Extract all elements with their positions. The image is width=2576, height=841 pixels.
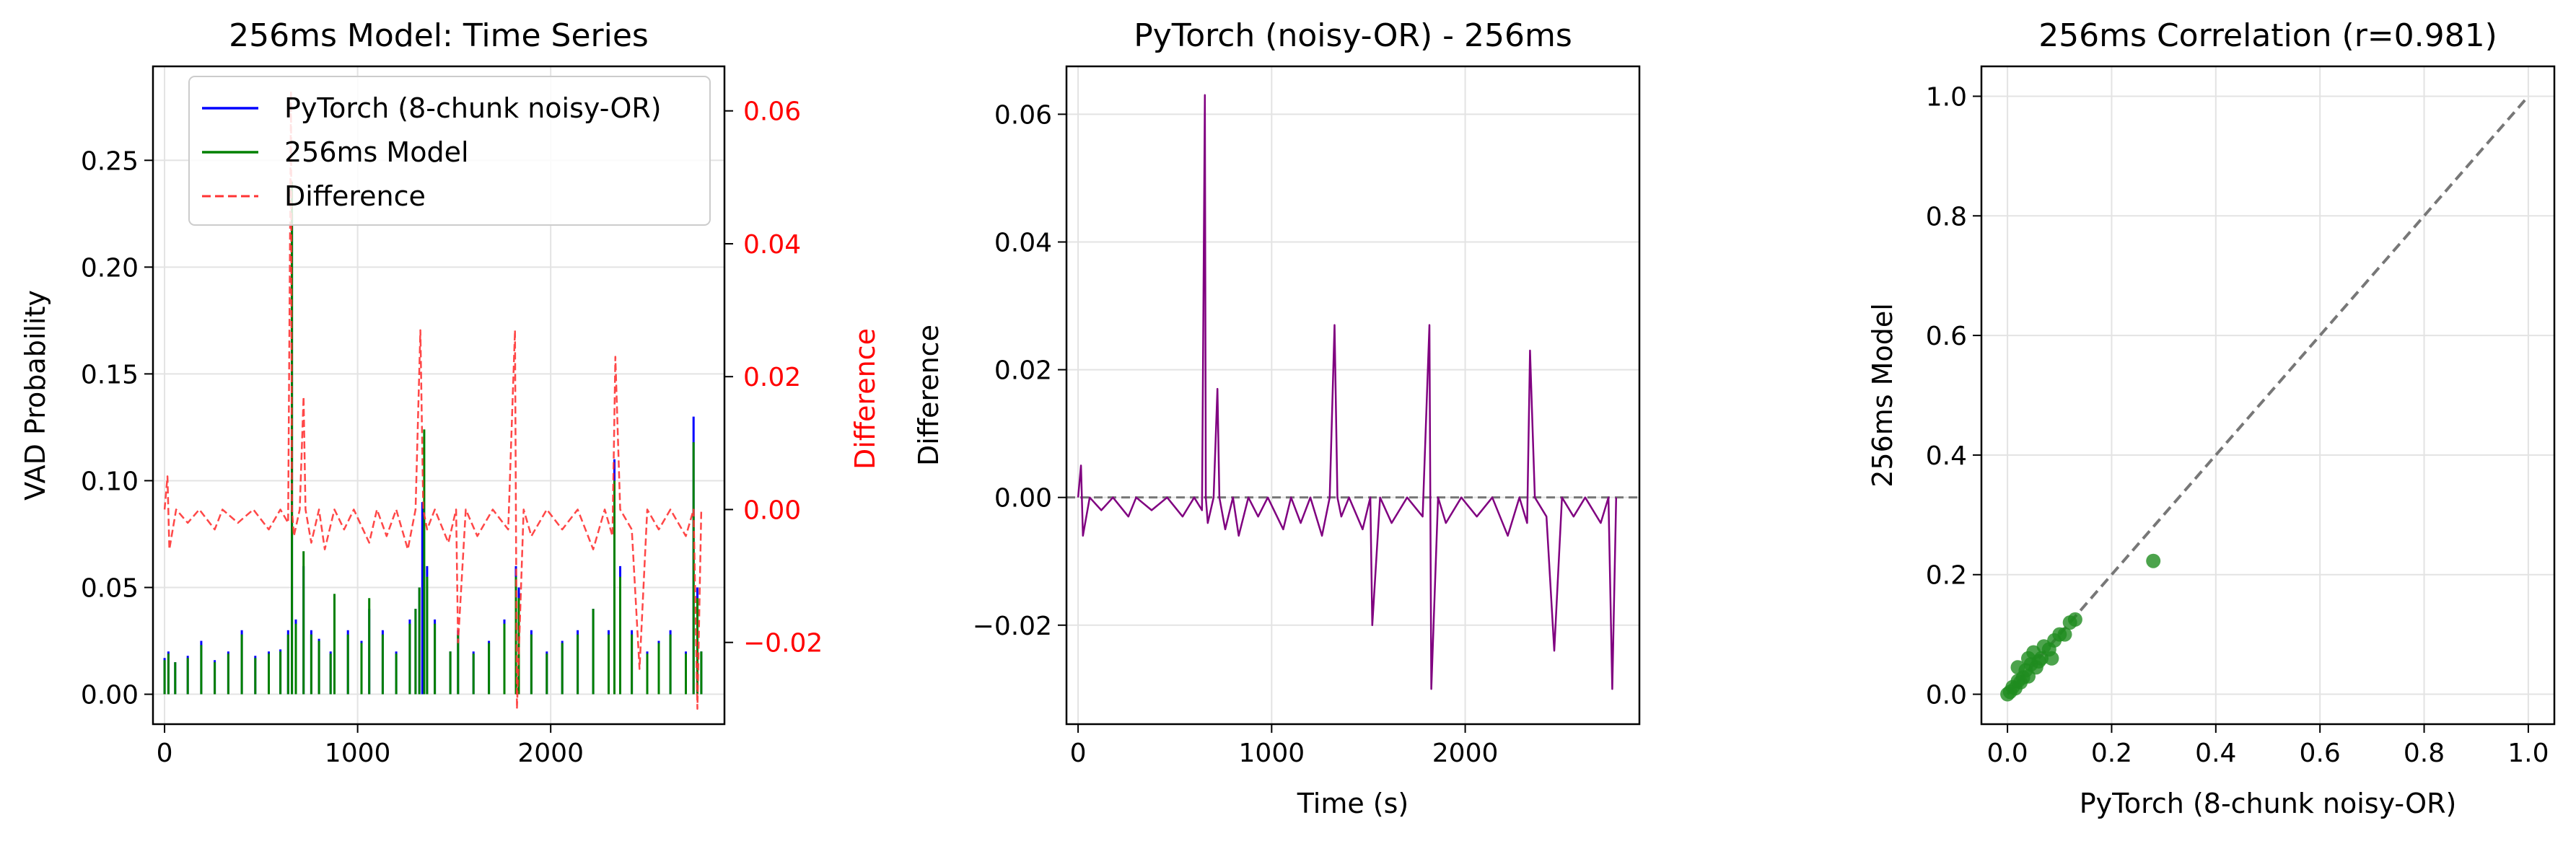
y-tick-label: 0.2 bbox=[1926, 561, 1967, 591]
y2-tick-label: 0.04 bbox=[743, 230, 801, 260]
x-tick-label: 2000 bbox=[1432, 739, 1499, 768]
scatter-point bbox=[2067, 612, 2082, 627]
legend-entry-pytorch: PyTorch (8-chunk noisy-OR) bbox=[284, 92, 662, 124]
p1-y-label: VAD Probability bbox=[19, 290, 51, 501]
p2-y-label: Difference bbox=[913, 325, 945, 466]
legend-entry-difference: Difference bbox=[284, 180, 426, 212]
p1-y-ticks: 0.00 0.05 0.10 0.15 0.20 0.25 bbox=[81, 146, 153, 710]
p3-series bbox=[2000, 95, 2530, 702]
x-tick-label: 1000 bbox=[325, 739, 391, 768]
y-tick-label: 0.00 bbox=[81, 681, 139, 710]
y-tick-label: 0.10 bbox=[81, 467, 139, 496]
y-tick-label: 0.06 bbox=[994, 100, 1052, 130]
p2-x-label: Time (s) bbox=[1297, 788, 1409, 819]
scatter-point bbox=[2010, 660, 2025, 675]
p3-frame bbox=[1980, 65, 2556, 726]
scatter-point bbox=[2021, 651, 2036, 666]
p2-series bbox=[1066, 94, 1639, 690]
y-tick-label: 0.4 bbox=[1926, 441, 1967, 471]
panel-1: 0 1000 2000 0.00 0.05 0.10 0.15 0.20 0.25 −0.02… bbox=[19, 17, 881, 768]
p3-title: 256ms Correlation (r=0.981) bbox=[2038, 17, 2497, 54]
p3-y-ticks: 0.0 0.2 0.4 0.6 0.8 1.0 bbox=[1926, 82, 1981, 710]
p1-frame bbox=[152, 65, 726, 726]
p3-grid bbox=[1981, 66, 2554, 724]
y-tick-label: 1.0 bbox=[1926, 82, 1967, 112]
y-tick-label: 0.00 bbox=[994, 484, 1052, 514]
panel-3: 0.0 0.2 0.4 0.6 0.8 1.0 0.0 0.2 0.4 0.6 0.8 1.0 25… bbox=[1867, 17, 2556, 819]
y-tick-label: 0.8 bbox=[1926, 202, 1967, 232]
x-tick-label: 0 bbox=[1070, 739, 1087, 768]
p1-series bbox=[163, 89, 703, 710]
x-tick-label: 0.8 bbox=[2404, 739, 2445, 768]
x-tick-label: 0.6 bbox=[2300, 739, 2341, 768]
panel-2: 0 1000 2000 −0.02 0.00 0.02 0.04 0.06 PyTorch … bbox=[913, 17, 1641, 819]
x-tick-label: 0.2 bbox=[2091, 739, 2132, 768]
scatter-point bbox=[2146, 553, 2161, 568]
y-tick-label: −0.02 bbox=[973, 612, 1052, 641]
y2-tick-label: 0.02 bbox=[743, 363, 801, 392]
y-tick-label: 0.15 bbox=[81, 360, 139, 389]
p2-y-ticks: −0.02 0.00 0.02 0.04 0.06 bbox=[973, 100, 1066, 641]
p1-legend: PyTorch (8-chunk noisy-OR) 256ms Model D… bbox=[188, 76, 711, 226]
series-difference-line bbox=[163, 89, 703, 710]
scatter-point bbox=[2057, 627, 2072, 642]
p3-y-label: 256ms Model bbox=[1867, 303, 1898, 488]
x-tick-label: 2000 bbox=[517, 739, 584, 768]
y2-tick-label: 0.06 bbox=[743, 97, 801, 127]
x-tick-label: 0.4 bbox=[2195, 739, 2236, 768]
p3-x-label: PyTorch (8-chunk noisy-OR) bbox=[2080, 788, 2457, 819]
y2-tick-label: −0.02 bbox=[743, 629, 823, 659]
y-tick-label: 0.04 bbox=[994, 228, 1052, 257]
x-tick-label: 0 bbox=[157, 739, 173, 768]
p1-y2-label: Difference bbox=[849, 328, 881, 470]
p2-plot-area bbox=[1066, 66, 1639, 724]
y-tick-label: 0.25 bbox=[81, 146, 139, 176]
x-tick-label: 1.0 bbox=[2507, 739, 2549, 768]
y-tick-label: 0.20 bbox=[81, 253, 139, 283]
p2-x-ticks: 0 1000 2000 bbox=[1070, 724, 1499, 768]
p1-x-ticks: 0 1000 2000 bbox=[157, 724, 584, 768]
p3-x-ticks: 0.0 0.2 0.4 0.6 0.8 1.0 bbox=[1986, 724, 2549, 768]
p2-title: PyTorch (noisy-OR) - 256ms bbox=[1134, 17, 1572, 54]
x-tick-label: 1000 bbox=[1239, 739, 1305, 768]
x-tick-label: 0.0 bbox=[1986, 739, 2028, 768]
p2-frame bbox=[1065, 65, 1641, 726]
p1-title: 256ms Model: Time Series bbox=[229, 17, 649, 54]
identity-line bbox=[2006, 95, 2530, 695]
series-difference-purple-line bbox=[1077, 94, 1618, 690]
y-tick-label: 0.05 bbox=[81, 573, 139, 603]
scatter-point bbox=[2044, 651, 2059, 666]
legend-box bbox=[188, 76, 711, 226]
y-tick-label: 0.02 bbox=[994, 356, 1052, 386]
p1-y2-ticks: −0.02 0.00 0.02 0.04 0.06 bbox=[724, 97, 823, 659]
p2-grid bbox=[1066, 66, 1639, 724]
y2-tick-label: 0.00 bbox=[743, 496, 801, 525]
y-tick-label: 0.6 bbox=[1926, 322, 1967, 351]
y-tick-label: 0.0 bbox=[1926, 681, 1967, 710]
legend-entry-model: 256ms Model bbox=[284, 136, 469, 168]
